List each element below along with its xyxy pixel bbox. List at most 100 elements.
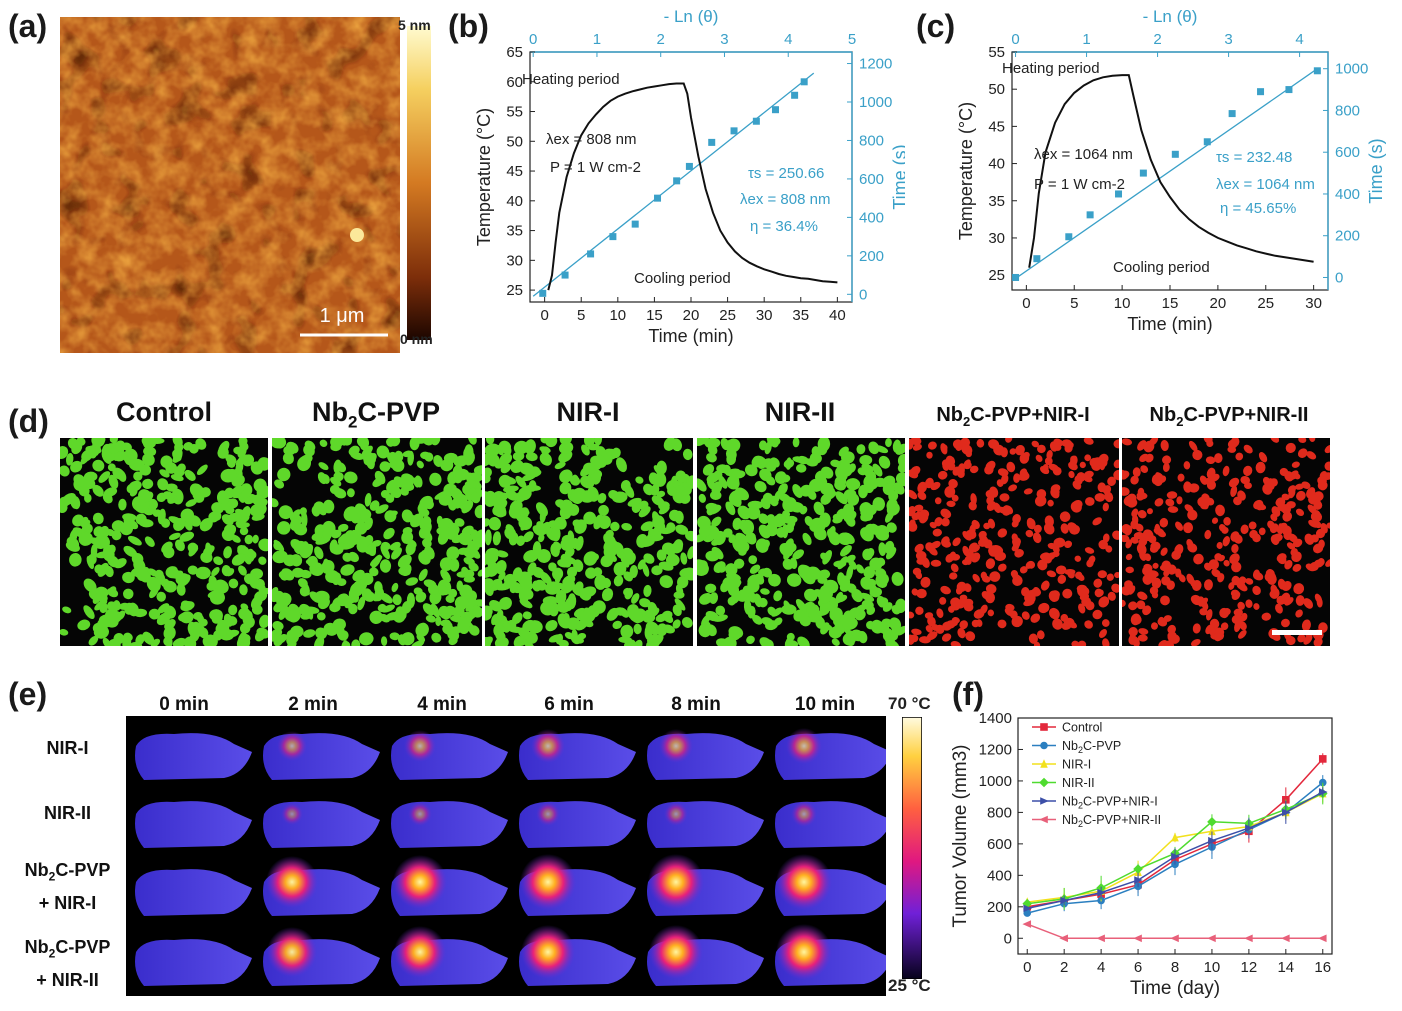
live-cell [528,466,541,478]
live-cell [503,573,515,584]
data-point [1040,759,1048,768]
live-cell [775,472,787,484]
tumor-hotspot [281,803,303,825]
row-label-nb2c-pvp-nir-i: Nb2C-PVP + NIR-I [24,860,111,913]
live-cell [227,616,238,626]
live-cell [127,448,138,461]
live-cell [773,590,783,602]
cell-header-nb2c-pvp: Nb2C-PVP [312,397,440,432]
dead-cell [1277,504,1288,512]
live-cell [108,586,117,595]
dead-cell [931,624,939,631]
live-cell [193,611,203,620]
dead-cell [1084,547,1095,554]
live-cell [309,562,324,577]
dead-cell [1275,497,1286,507]
fluorescence-control [60,438,268,646]
dead-cell [1238,583,1248,592]
live-cell [858,630,868,644]
live-cell [97,562,109,577]
live-cell [858,484,869,499]
live-cell [643,584,652,597]
x-tick-label: 20 [683,307,700,324]
live-cell [765,475,776,486]
live-cell [702,464,715,476]
dead-cell [1122,534,1130,543]
live-cell [176,583,186,596]
live-cell [157,508,166,525]
dead-cell [1292,563,1302,572]
dead-cell [1049,607,1060,620]
live-cell [446,546,460,560]
live-cell [717,474,728,489]
dead-cell [1034,495,1047,507]
live-cell [376,445,390,459]
dead-cell [915,550,927,561]
mouse-thermal-image [135,939,252,986]
data-point [1170,934,1179,943]
live-cell [638,500,649,510]
live-cell [338,438,353,446]
dead-cell [1284,559,1293,570]
live-cell [470,492,481,504]
y-tick-label: 40 [506,193,523,210]
dead-cell [1233,496,1242,506]
live-cell [882,629,891,639]
dead-cell [951,494,959,502]
data-point [1208,826,1216,836]
live-cell [498,596,512,610]
live-cell [538,534,545,543]
dead-cell [1192,449,1203,461]
dead-cell [1171,550,1181,560]
dead-cell [1106,573,1114,581]
dead-cell [1140,465,1149,474]
live-cell [885,438,892,448]
live-cell [723,636,737,646]
live-cell [473,599,482,607]
dead-cell [1231,561,1242,573]
fit-point [1065,233,1073,241]
live-cell [256,627,268,639]
dead-cell [1142,566,1149,576]
thermal-image-grid [126,716,886,996]
live-cell [84,474,95,488]
live-cell [572,519,584,529]
dead-cell [1125,539,1133,549]
live-cell [477,569,482,577]
live-cell [553,541,562,551]
x-tick-label: 16 [1314,959,1331,976]
live-cell [711,539,720,546]
dead-cell [1167,631,1177,640]
dead-cell [1102,485,1112,495]
live-cell [878,542,887,556]
live-cell [886,522,897,533]
legend-label: Nb2C-PVP+NIR-I [1062,795,1158,811]
live-cell [749,564,761,574]
live-cell [872,463,883,477]
dead-cell [1111,583,1119,593]
dead-cell [937,470,948,480]
live-cell [485,518,491,527]
dead-cell [1177,473,1185,482]
live-cell [802,532,812,546]
live-cell [282,452,294,465]
live-cell [860,576,873,590]
fit-line [1015,68,1318,280]
live-cell [211,566,220,577]
live-cell [486,564,499,577]
live-cell [619,607,629,618]
live-cell [728,626,744,639]
data-point [1317,934,1327,943]
data-point [1133,864,1143,874]
live-cell [226,458,236,468]
live-cell [733,558,745,569]
live-cell [199,518,213,532]
dead-cell [1282,511,1293,522]
dead-cell [997,468,1009,477]
live-cell [242,610,253,626]
y-tick-label: 65 [506,44,523,61]
live-cell [629,565,638,578]
dead-cell [916,588,927,599]
live-cell [652,515,665,529]
